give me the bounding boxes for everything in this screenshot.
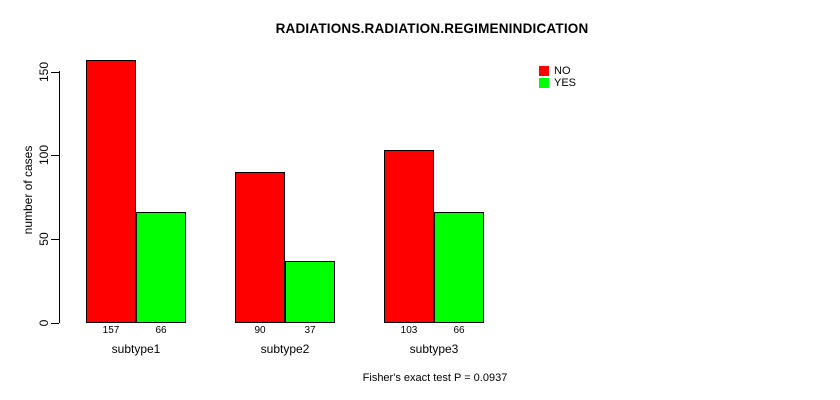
- legend-label-yes: YES: [554, 77, 577, 89]
- legend-item-no: NO: [539, 65, 576, 77]
- y-tick-mark: [51, 239, 59, 241]
- bar-value-label-subtype1-yes: 66: [155, 325, 167, 336]
- chart-title: RADIATIONS.RADIATION.REGIMENINDICATION: [275, 21, 589, 36]
- category-label-subtype2: subtype2: [260, 342, 310, 356]
- category-label-subtype3: subtype3: [409, 342, 459, 356]
- y-tick-mark: [51, 155, 59, 157]
- y-axis-line: [59, 71, 60, 323]
- bar-subtype2-no: [235, 172, 285, 323]
- legend-swatch-no: [539, 66, 549, 76]
- y-tick-label: 100: [37, 145, 51, 166]
- legend-swatch-yes: [539, 78, 549, 88]
- bar-value-label-subtype2-no: 90: [254, 325, 266, 336]
- y-tick-mark: [51, 323, 59, 324]
- bar-value-label-subtype2-yes: 37: [304, 325, 316, 336]
- bar-subtype3-no: [384, 150, 434, 323]
- y-tick-label: 50: [37, 232, 51, 246]
- bar-value-label-subtype3-no: 103: [400, 325, 418, 336]
- legend-label-no: NO: [554, 65, 571, 77]
- bar-value-label-subtype3-yes: 66: [453, 325, 465, 336]
- bar-subtype2-yes: [285, 260, 335, 323]
- fisher-test-note: Fisher's exact test P = 0.0937: [362, 372, 508, 384]
- bar-value-label-subtype1-no: 157: [102, 325, 120, 336]
- y-tick-label: 0: [37, 319, 51, 327]
- y-tick-mark: [51, 71, 59, 73]
- legend: NO YES: [539, 65, 576, 89]
- bar-subtype1-no: [86, 59, 136, 323]
- legend-item-yes: YES: [539, 77, 576, 89]
- y-tick-label: 150: [37, 61, 51, 82]
- bar-subtype3-yes: [434, 212, 484, 323]
- y-axis-label: number of cases: [21, 145, 35, 235]
- category-label-subtype1: subtype1: [111, 342, 161, 356]
- bar-subtype1-yes: [136, 212, 186, 323]
